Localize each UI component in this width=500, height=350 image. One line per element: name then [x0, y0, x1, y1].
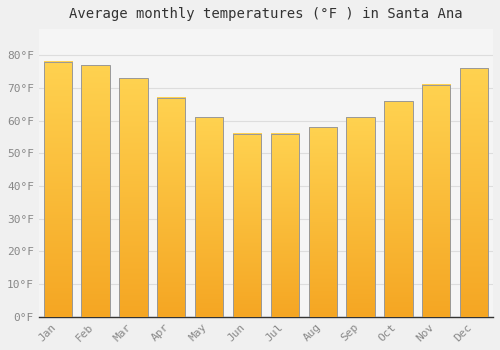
Bar	[82, 65, 110, 317]
Bar	[422, 85, 450, 317]
Bar	[119, 78, 148, 317]
Bar	[157, 98, 186, 317]
Bar	[308, 127, 337, 317]
Bar	[346, 117, 375, 317]
Bar	[270, 134, 299, 317]
Bar	[44, 62, 72, 317]
Title: Average monthly temperatures (°F ) in Santa Ana: Average monthly temperatures (°F ) in Sa…	[69, 7, 462, 21]
Bar	[195, 117, 224, 317]
Bar	[460, 68, 488, 317]
Bar	[384, 101, 412, 317]
Bar	[233, 134, 261, 317]
